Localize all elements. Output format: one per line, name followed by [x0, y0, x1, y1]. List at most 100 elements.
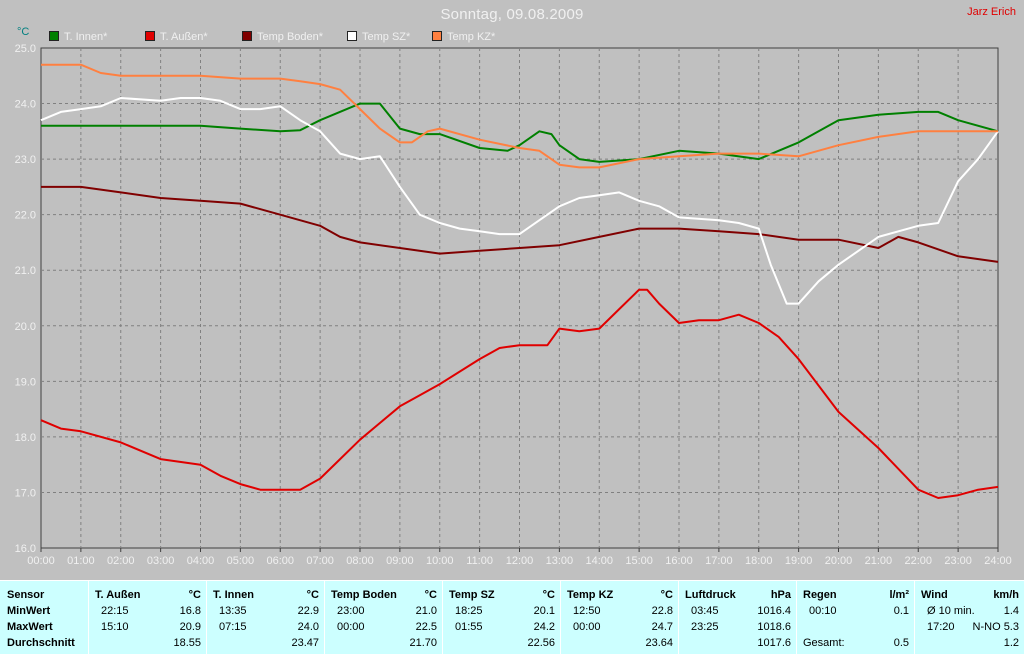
legend-item: Temp KZ*: [432, 31, 495, 45]
legend-label: Temp Boden*: [257, 31, 324, 43]
stats-column: Luftdruck hPa 03:45 1016.4 23:25 1018.6 1017.6: [678, 581, 796, 654]
y-tick-label: 23.0: [15, 154, 36, 166]
legend-label: T. Außen*: [160, 31, 208, 43]
durchschnitt-label: Durchschnitt: [7, 637, 75, 649]
min-time: 13:35: [219, 605, 247, 617]
y-tick-label: 17.0: [15, 487, 36, 499]
legend-swatch: [242, 31, 252, 41]
stats-column-unit: hPa: [770, 589, 791, 601]
max-time: 17:20: [927, 621, 955, 633]
max-value: 24.2: [533, 621, 555, 633]
min-value: 22.9: [297, 605, 319, 617]
min-time: 23:00: [337, 605, 365, 617]
avg-value: 21.70: [409, 637, 437, 649]
series-line: [40, 288, 999, 499]
y-tick-label: 24.0: [15, 99, 36, 111]
maxwert-label: MaxWert: [7, 621, 53, 633]
stats-column-header: T. Außen: [95, 589, 141, 601]
stats-column: Temp KZ °C 12:50 22.8 00:00 24.7 23.64: [560, 581, 678, 654]
x-tick-label: 05:00: [227, 555, 255, 567]
stats-column-header: T. Innen: [213, 589, 254, 601]
avg-value: 1017.6: [757, 637, 791, 649]
x-tick-label: 13:00: [546, 555, 574, 567]
x-tick-label: 02:00: [107, 555, 135, 567]
x-tick-label: 06:00: [266, 555, 294, 567]
series-line: [40, 97, 999, 305]
x-tick-label: 17:00: [705, 555, 733, 567]
stats-column-header: Wind: [921, 589, 948, 601]
x-tick-label: 19:00: [785, 555, 813, 567]
y-tick-label: 18.0: [15, 432, 36, 444]
x-tick-label: 07:00: [306, 555, 334, 567]
x-tick-label: 15:00: [625, 555, 653, 567]
x-tick-label: 10:00: [426, 555, 454, 567]
x-tick-label: 14:00: [585, 555, 613, 567]
legend-swatch: [145, 31, 155, 41]
x-tick-label: 22:00: [904, 555, 932, 567]
max-time: 01:55: [455, 621, 483, 633]
max-time: 15:10: [101, 621, 129, 633]
min-value: 22.8: [651, 605, 673, 617]
x-tick-label: 21:00: [865, 555, 893, 567]
max-time: 00:00: [573, 621, 601, 633]
avg-value: 18.55: [173, 637, 201, 649]
legend-label: Temp KZ*: [447, 31, 496, 43]
avg-value: 22.56: [527, 637, 555, 649]
stats-column-unit: °C: [188, 589, 201, 601]
avg-label: Gesamt:: [803, 637, 845, 649]
min-time: 22:15: [101, 605, 129, 617]
max-value: 1018.6: [757, 621, 791, 633]
y-tick-label: 25.0: [15, 43, 36, 55]
y-unit-label: °C: [17, 26, 30, 38]
x-tick-label: 18:00: [745, 555, 773, 567]
legend-label: Temp SZ*: [362, 31, 411, 43]
legend-swatch: [347, 31, 357, 41]
stats-column-unit: l/m²: [889, 589, 909, 601]
x-tick-label: 08:00: [346, 555, 374, 567]
stats-column-unit: km/h: [993, 589, 1019, 601]
max-time: 23:25: [691, 621, 719, 633]
stats-column: Temp SZ °C 18:25 20.1 01:55 24.2 22.56: [442, 581, 560, 654]
avg-value: 23.47: [291, 637, 319, 649]
x-tick-label: 20:00: [825, 555, 853, 567]
stats-column-unit: °C: [306, 589, 319, 601]
min-value: 21.0: [415, 605, 437, 617]
min-time: 03:45: [691, 605, 719, 617]
min-value: 0.1: [893, 605, 909, 617]
legend-swatch: [432, 31, 442, 41]
minwert-label: MinWert: [7, 605, 51, 617]
stats-column-unit: °C: [660, 589, 673, 601]
stats-column: Temp Boden °C 23:00 21.0 00:00 22.5 21.70: [324, 581, 442, 654]
max-value: 20.9: [179, 621, 201, 633]
x-tick-label: 24:00: [984, 555, 1012, 567]
y-tick-label: 21.0: [15, 265, 36, 277]
x-tick-label: 04:00: [187, 555, 215, 567]
y-tick-label: 16.0: [15, 543, 36, 555]
stats-column-header: Luftdruck: [685, 589, 736, 601]
min-value: 1.4: [1003, 605, 1019, 617]
min-time: 12:50: [573, 605, 601, 617]
sensor-header: Sensor: [7, 589, 45, 601]
stats-label-column: Sensor MinWert MaxWert Durchschnitt: [0, 581, 88, 654]
stats-column: T. Außen °C 22:15 16.8 15:10 20.9 18.55: [88, 581, 206, 654]
avg-value: 0.5: [893, 637, 909, 649]
avg-value: 1.2: [1003, 637, 1019, 649]
chart-title: Sonntag, 09.08.2009: [440, 6, 584, 23]
min-time: 00:10: [809, 605, 837, 617]
legend-item: T. Innen*: [49, 31, 107, 45]
x-tick-label: 01:00: [67, 555, 95, 567]
max-value: N-NO 5.3: [972, 621, 1019, 633]
max-value: 22.5: [415, 621, 437, 633]
avg-value: 23.64: [645, 637, 673, 649]
stats-column: Wind km/h Ø 10 min. 1.4 17:20 N-NO 5.3 1.2: [914, 581, 1024, 654]
min-value: 20.1: [533, 605, 555, 617]
x-tick-label: 11:00: [466, 555, 493, 567]
max-value: 24.7: [651, 621, 673, 633]
legend-item: T. Außen*: [145, 31, 208, 45]
legend-label: T. Innen*: [64, 31, 108, 43]
stats-column-header: Temp Boden: [331, 589, 397, 601]
stats-column: Regen l/m² 00:10 0.1 Gesamt: 0.5: [796, 581, 914, 654]
legend-item: Temp Boden*: [242, 31, 323, 45]
min-value: 1016.4: [757, 605, 791, 617]
series-line: [41, 102, 999, 163]
